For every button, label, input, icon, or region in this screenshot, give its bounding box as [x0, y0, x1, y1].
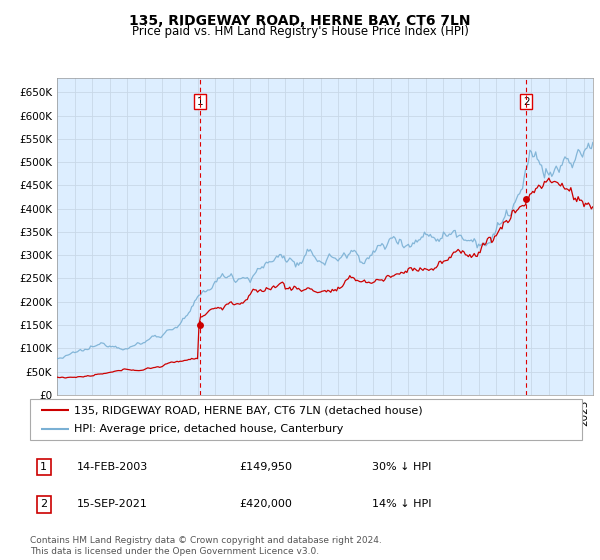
Text: 2: 2	[40, 500, 47, 510]
FancyBboxPatch shape	[30, 399, 582, 440]
Text: £420,000: £420,000	[240, 500, 293, 510]
Text: HPI: Average price, detached house, Canterbury: HPI: Average price, detached house, Cant…	[74, 424, 344, 433]
Text: 14-FEB-2003: 14-FEB-2003	[77, 462, 148, 472]
Text: 14% ↓ HPI: 14% ↓ HPI	[372, 500, 432, 510]
Text: 1: 1	[40, 462, 47, 472]
Text: 2: 2	[523, 97, 530, 106]
Text: 135, RIDGEWAY ROAD, HERNE BAY, CT6 7LN (detached house): 135, RIDGEWAY ROAD, HERNE BAY, CT6 7LN (…	[74, 405, 423, 415]
Text: 30% ↓ HPI: 30% ↓ HPI	[372, 462, 431, 472]
Text: Contains HM Land Registry data © Crown copyright and database right 2024.
This d: Contains HM Land Registry data © Crown c…	[30, 536, 382, 556]
Text: Price paid vs. HM Land Registry's House Price Index (HPI): Price paid vs. HM Land Registry's House …	[131, 25, 469, 38]
Text: £149,950: £149,950	[240, 462, 293, 472]
Text: 15-SEP-2021: 15-SEP-2021	[77, 500, 148, 510]
Text: 135, RIDGEWAY ROAD, HERNE BAY, CT6 7LN: 135, RIDGEWAY ROAD, HERNE BAY, CT6 7LN	[129, 14, 471, 28]
Text: 1: 1	[196, 97, 203, 106]
